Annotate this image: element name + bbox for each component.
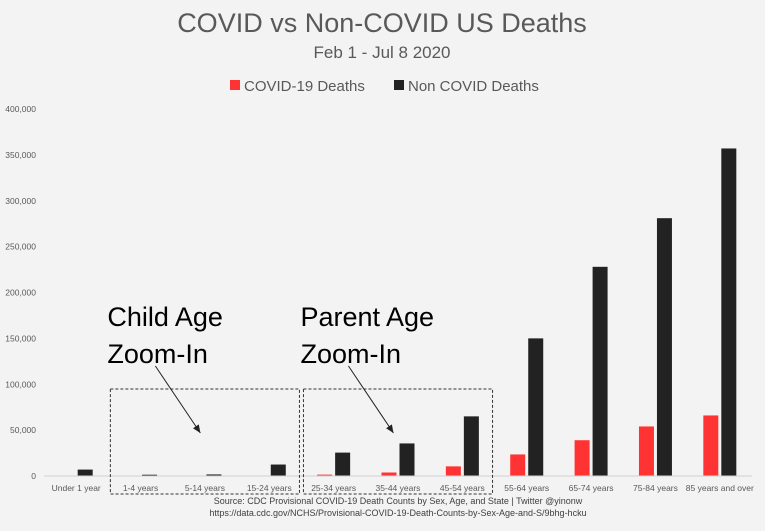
x-tick-label: Under 1 year [52,483,101,493]
annotation-text: Child Age [107,302,223,332]
bar-non-covid [528,338,544,476]
bar-non-covid [270,464,286,476]
bar-covid [381,472,397,476]
y-tick-label: 0 [31,471,36,481]
bar-covid [638,426,654,476]
bar-non-covid [335,452,351,476]
annotation-arrow [348,365,394,434]
y-tick-label: 200,000 [5,288,36,298]
bar-covid [574,440,590,476]
legend-swatch-covid [230,80,240,90]
x-tick-label: 45-54 years [440,483,485,493]
x-tick-label: 5-14 years [185,483,225,493]
y-axis: 0 50,000 100,000 150,000 200,000 250,000 300,0… [5,104,36,481]
annotation-text: Parent Age [300,302,434,332]
annotation-text: Zoom-In [300,339,401,369]
bar-covid [510,454,526,476]
source-line: Source: CDC Provisional COVID-19 Death C… [214,496,583,506]
bar-covid [445,466,461,476]
y-tick-label: 50,000 [10,425,36,435]
y-tick-label: 100,000 [5,379,36,389]
x-tick-label: 25-34 years [311,483,356,493]
source-note: Source: CDC Provisional COVID-19 Death C… [209,496,586,518]
legend: COVID-19 Deaths Non COVID Deaths [230,78,539,95]
arrow-head [192,424,201,433]
y-tick-label: 350,000 [5,150,36,160]
x-tick-label: 35-44 years [376,483,421,493]
legend-swatch-non-covid [394,80,404,90]
bar-non-covid [463,416,479,476]
bar-non-covid [592,266,608,476]
x-tick-label: 75-84 years [633,483,678,493]
y-tick-label: 300,000 [5,196,36,206]
bars [59,148,737,477]
annotation-arrow [154,365,201,434]
x-tick-label: 65-74 years [569,483,614,493]
y-tick-label: 400,000 [5,104,36,114]
x-tick-label: 1-4 years [123,483,158,493]
x-tick-label: 15-24 years [247,483,292,493]
y-tick-label: 150,000 [5,333,36,343]
x-tick-label: 55-64 years [504,483,549,493]
legend-label-non-covid: Non COVID Deaths [408,78,539,95]
chart-title: COVID vs Non-COVID US Deaths [177,8,587,38]
bar-covid [703,415,719,476]
zoom-box [109,388,300,495]
annotations: Child Age Zoom-In Parent Age Zoom-In [107,302,494,495]
y-tick-label: 250,000 [5,242,36,252]
bar-non-covid [721,148,737,476]
x-axis: Under 1 year 1-4 years 5-14 years 15-24 yea… [52,483,754,493]
bar-non-covid [656,218,672,476]
bar-covid [317,474,333,476]
zoom-box [302,388,494,495]
bar-non-covid [77,469,93,476]
bar-non-covid [206,474,222,476]
bar-non-covid [399,443,415,476]
legend-label-covid: COVID-19 Deaths [244,78,365,95]
chart-subtitle: Feb 1 - Jul 8 2020 [313,43,450,62]
source-line: https://data.cdc.gov/NCHS/Provisional-CO… [209,508,586,518]
bar-non-covid [142,474,158,476]
annotation-text: Zoom-In [107,339,208,369]
arrow-head [386,424,394,433]
x-tick-label: 85 years and over [686,483,754,493]
